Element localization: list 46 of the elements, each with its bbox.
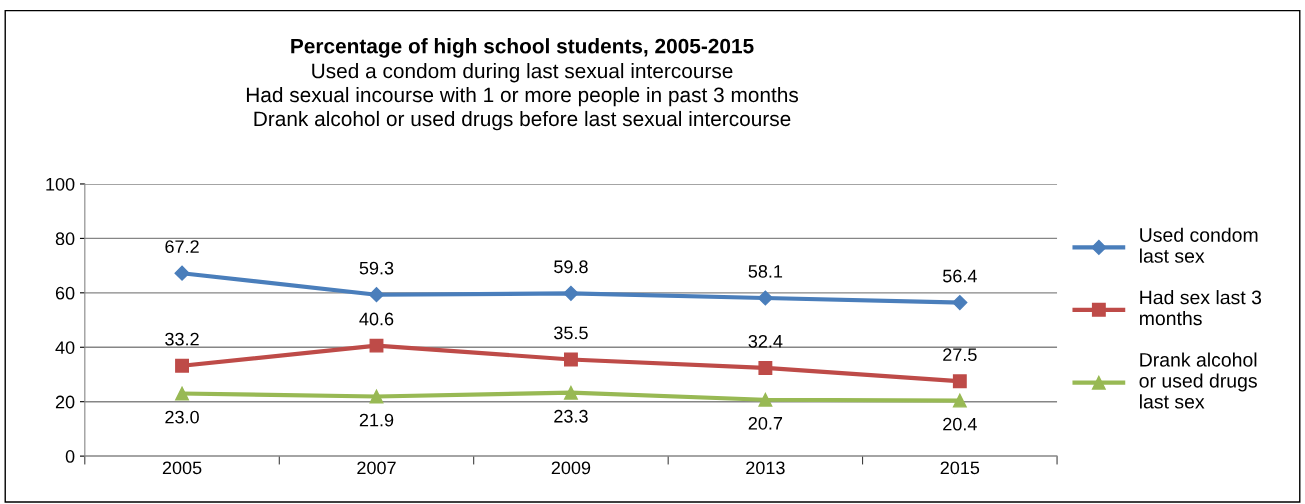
data-label: 32.4 (748, 334, 783, 348)
data-label: 23.0 (165, 410, 199, 424)
x-tick-label: 2015 (940, 461, 980, 475)
point (758, 392, 773, 407)
data-label: 27.5 (943, 348, 977, 362)
x-tick-label: 2009 (551, 461, 591, 475)
x-tick-label: 2005 (162, 461, 202, 475)
data-label: 59.8 (554, 260, 588, 274)
y-tick-label: 80 (55, 232, 75, 246)
point (368, 287, 385, 303)
data-label: 21.9 (359, 413, 394, 427)
point (952, 295, 968, 311)
data-label: 58.1 (748, 264, 783, 278)
legend-label: Drank alcohol or used drugs last sex (1139, 352, 1257, 409)
point (563, 285, 579, 301)
data-label: 59.3 (359, 261, 394, 275)
y-tick-label: 0 (65, 450, 75, 463)
chart-subtitle: Used a condom during last sexual intercourse Had sexual incourse with 1 or more people in past 3 months Drank alcohol or used drugs before last sexual intercourse (246, 63, 799, 131)
point (369, 338, 384, 353)
legend-label: Used condom last sex (1140, 227, 1258, 263)
data-label: 56.4 (942, 269, 977, 283)
x-tick-label: 2007 (357, 461, 396, 475)
data-label: 20.4 (943, 417, 977, 431)
point (174, 265, 190, 281)
point (757, 290, 773, 306)
data-label: 35.5 (554, 326, 588, 340)
legend-label: Had sex last 3 months (1140, 290, 1262, 326)
point (175, 386, 189, 401)
data-label: 33.2 (165, 332, 199, 346)
data-label: 67.2 (165, 240, 199, 253)
data-label: 40.6 (359, 312, 394, 326)
point (952, 393, 967, 408)
chart-title: Percentage of high school students, 2005-2015 (291, 38, 754, 58)
point (758, 360, 773, 375)
y-tick-label: 20 (55, 395, 75, 409)
data-label: 23.3 (554, 409, 588, 423)
data-label: 20.7 (748, 416, 783, 430)
y-tick-label: 40 (55, 341, 75, 354)
y-tick-label: 60 (55, 286, 75, 300)
point (952, 374, 967, 389)
point (563, 385, 578, 400)
x-tick-label: 2013 (746, 461, 785, 475)
point (175, 358, 189, 373)
point (369, 389, 384, 404)
y-tick-label: 100 (46, 177, 75, 191)
point (563, 352, 578, 367)
